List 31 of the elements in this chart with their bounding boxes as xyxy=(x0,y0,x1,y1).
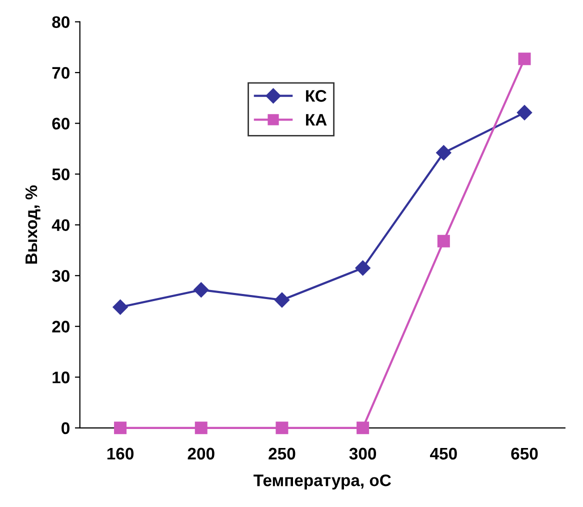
y-tick-label: 50 xyxy=(52,168,70,180)
y-axis-title: Выход, % xyxy=(25,185,40,264)
point xyxy=(437,234,450,248)
legend-label: КС xyxy=(306,90,326,102)
x-axis-title: Температура, оС xyxy=(254,474,391,490)
point xyxy=(194,282,209,298)
point xyxy=(114,422,127,434)
point xyxy=(516,105,532,120)
x-tick-label: 650 xyxy=(511,448,538,460)
point xyxy=(518,52,531,66)
point xyxy=(112,300,128,315)
y-tick-label: 60 xyxy=(52,118,70,130)
y-tick-label: 70 xyxy=(52,66,70,79)
point xyxy=(356,422,370,434)
x-tick-label: 300 xyxy=(349,448,376,460)
point xyxy=(274,292,290,308)
legend-label: КА xyxy=(306,114,327,126)
y-tick-label: 40 xyxy=(52,219,70,232)
x-tick-label: 450 xyxy=(430,448,457,460)
y-tick-label: 80 xyxy=(52,16,70,28)
point xyxy=(436,145,452,160)
y-tick-label: 30 xyxy=(52,270,70,282)
x-tick-label: 250 xyxy=(268,448,296,460)
x-tick-label: 200 xyxy=(188,448,214,460)
x-tick-label: 160 xyxy=(107,448,134,460)
point xyxy=(276,422,288,434)
point xyxy=(194,422,208,434)
y-tick-label: 10 xyxy=(52,372,70,384)
y-tick-label: 0 xyxy=(62,422,70,434)
point xyxy=(355,260,370,276)
y-tick-label: 20 xyxy=(52,320,70,333)
